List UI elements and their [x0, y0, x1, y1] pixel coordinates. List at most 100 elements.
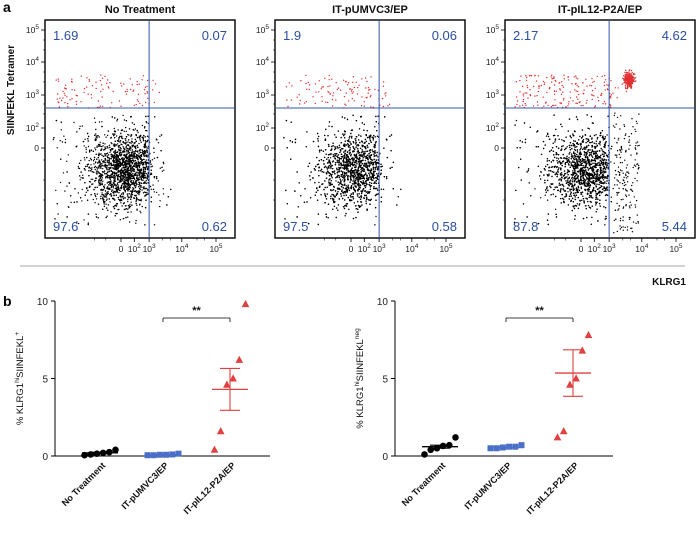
event-dot: [136, 144, 138, 147]
event-dot-pos: [101, 77, 104, 80]
event-dot: [95, 195, 97, 198]
event-dot: [119, 135, 121, 138]
event-dot: [103, 165, 105, 167]
event-dot: [118, 189, 121, 192]
event-dot: [366, 144, 368, 147]
event-dot: [306, 201, 308, 203]
event-dot: [330, 175, 333, 177]
event-dot: [110, 170, 113, 173]
event-dot: [344, 155, 346, 157]
event-dot: [367, 190, 369, 193]
event-dot: [138, 174, 141, 176]
y-tick-label: 105: [26, 24, 39, 35]
event-dot-pos: [57, 78, 59, 80]
event-dot: [364, 186, 367, 189]
event-dot: [131, 138, 133, 140]
event-dot: [150, 188, 152, 190]
event-dot: [147, 156, 149, 158]
event-dot: [135, 194, 137, 197]
event-dot: [136, 136, 139, 139]
event-dot: [100, 163, 102, 165]
event-dot: [113, 207, 116, 210]
event-dot: [104, 166, 106, 168]
event-dot: [66, 185, 68, 187]
event-dot: [358, 179, 360, 181]
event-dot-pos: [158, 91, 161, 94]
event-dot: [119, 195, 122, 197]
event-dot: [111, 143, 113, 145]
event-dot: [143, 186, 145, 188]
event-dot: [116, 151, 119, 153]
event-dot-pos: [101, 96, 103, 98]
event-dot: [118, 149, 121, 152]
event-dot: [390, 150, 392, 152]
event-dot: [129, 174, 131, 177]
event-dot: [127, 183, 130, 185]
event-dot: [342, 159, 345, 161]
event-dot: [137, 192, 139, 195]
event-dot: [139, 134, 142, 137]
event-dot: [354, 191, 356, 193]
event-dot: [138, 153, 140, 155]
event-dot: [97, 156, 100, 159]
event-dot: [115, 187, 118, 190]
x-tick-label: 102: [128, 243, 141, 254]
event-dot: [144, 145, 146, 147]
event-dot: [112, 206, 115, 208]
event-dot: [109, 158, 111, 160]
event-dot: [331, 164, 333, 167]
event-dot: [144, 140, 146, 142]
event-dot: [104, 201, 106, 203]
event-dot: [121, 175, 123, 177]
event-dot: [117, 164, 120, 166]
event-dot: [345, 157, 348, 159]
event-dot: [67, 206, 70, 208]
event-dot: [355, 138, 357, 140]
event-dot: [90, 164, 92, 166]
event-dot: [109, 178, 112, 180]
event-dot: [125, 146, 127, 148]
event-dot-pos: [80, 75, 83, 77]
event-dot: [84, 194, 87, 196]
event-dot: [336, 167, 338, 169]
event-dot: [386, 156, 389, 159]
flow-plot-frame: [274, 19, 466, 239]
event-dot: [374, 166, 377, 169]
event-dot: [396, 204, 398, 206]
event-dot: [120, 150, 122, 152]
event-dot: [111, 197, 114, 200]
event-dot: [123, 147, 125, 149]
event-dot: [349, 151, 351, 154]
event-dot: [329, 157, 332, 159]
event-dot: [366, 150, 369, 152]
event-dot-pos: [62, 97, 64, 99]
event-dot: [139, 163, 141, 165]
event-dot: [139, 136, 142, 138]
event-dot: [117, 157, 120, 159]
event-dot: [135, 150, 137, 153]
event-dot: [127, 141, 129, 143]
event-dot: [101, 178, 103, 181]
event-dot: [96, 137, 98, 139]
event-dot: [77, 222, 80, 225]
event-dot-pos: [83, 91, 85, 94]
event-dot: [341, 189, 343, 191]
event-dot: [365, 191, 368, 193]
event-dot: [85, 148, 88, 151]
event-dot: [121, 183, 124, 185]
event-dot: [98, 179, 100, 181]
event-dot: [124, 179, 127, 181]
event-dot: [375, 115, 377, 118]
event-dot: [367, 199, 370, 201]
event-dot: [92, 150, 95, 152]
event-dot: [101, 192, 103, 194]
event-dot: [145, 162, 147, 165]
event-dot: [320, 159, 323, 161]
event-dot: [153, 176, 156, 178]
event-dot: [142, 136, 144, 139]
event-dot: [355, 164, 357, 167]
event-dot: [337, 130, 339, 132]
event-dot: [314, 194, 316, 196]
event-dot: [131, 141, 134, 143]
event-dot: [96, 145, 98, 147]
